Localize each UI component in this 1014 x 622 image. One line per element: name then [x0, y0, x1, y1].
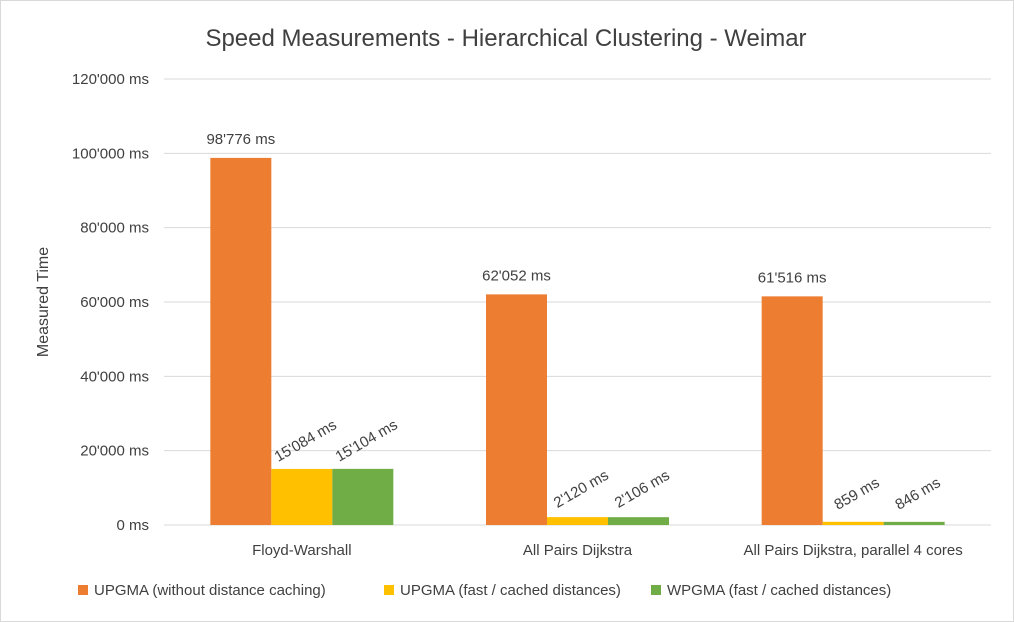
bars [210, 157, 945, 525]
bar [883, 521, 945, 525]
bar [332, 468, 394, 525]
x-category-label: Floyd-Warshall [252, 542, 351, 559]
legend-label: WPGMA (fast / cached distances) [667, 582, 891, 599]
y-tick-label: 100'000 ms [72, 145, 149, 162]
legend: UPGMA (without distance caching) UPGMA (f… [78, 582, 891, 599]
legend-swatch [78, 585, 88, 595]
bar [486, 294, 547, 525]
data-label: 98'776 ms [206, 131, 275, 148]
bar [210, 157, 272, 525]
chart-title: Speed Measurements - Hierarchical Cluste… [205, 25, 806, 52]
data-label: 15'104 ms [333, 416, 401, 465]
y-tick-label: 80'000 ms [80, 220, 149, 237]
bar [822, 521, 884, 525]
y-tick-label: 0 ms [116, 517, 149, 534]
bar [271, 468, 333, 525]
data-label: 2'120 ms [551, 467, 612, 512]
x-axis-categories: Floyd-Warshall All Pairs Dijkstra All Pair… [252, 542, 963, 559]
bar [608, 517, 669, 525]
gridlines [164, 78, 991, 526]
x-category-label: All Pairs Dijkstra [523, 542, 633, 559]
y-tick-label: 60'000 ms [80, 294, 149, 311]
y-axis-label: Measured Time [35, 247, 52, 357]
legend-label: UPGMA (without distance caching) [94, 582, 326, 599]
y-tick-label: 20'000 ms [80, 443, 149, 460]
data-label: 859 ms [831, 474, 882, 513]
legend-swatch [384, 585, 394, 595]
data-label: 15'084 ms [272, 416, 340, 465]
data-label: 62'052 ms [482, 267, 551, 284]
data-label: 61'516 ms [758, 269, 827, 286]
legend-swatch [651, 585, 661, 595]
bar [547, 517, 608, 525]
legend-label: UPGMA (fast / cached distances) [400, 582, 621, 599]
data-label: 846 ms [892, 474, 943, 513]
y-tick-label: 120'000 ms [72, 71, 149, 88]
data-label: 2'106 ms [612, 467, 673, 512]
y-axis-ticks: 0 ms 20'000 ms 40'000 ms 60'000 ms 80'000 ms… [72, 71, 149, 534]
y-tick-label: 40'000 ms [80, 368, 149, 385]
x-category-label: All Pairs Dijkstra, parallel 4 cores [744, 542, 963, 559]
bar [761, 296, 823, 525]
